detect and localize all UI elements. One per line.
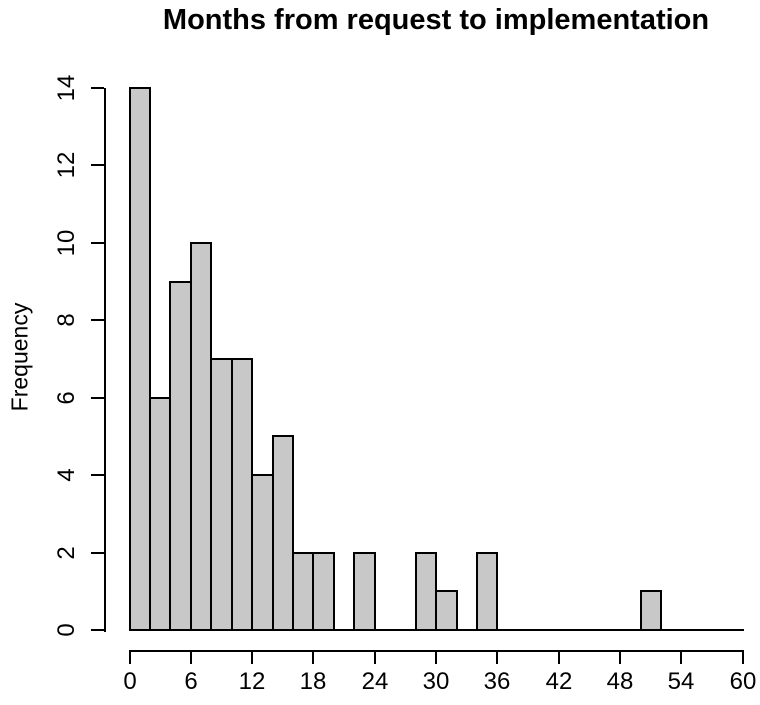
y-tick-label: 0 bbox=[53, 623, 80, 637]
x-tick bbox=[312, 650, 314, 664]
histogram-bar bbox=[292, 552, 314, 631]
y-tick-label: 4 bbox=[53, 468, 80, 482]
y-tick bbox=[91, 397, 104, 399]
histogram-bar bbox=[476, 552, 498, 631]
x-tick bbox=[619, 650, 621, 664]
y-tick bbox=[91, 552, 104, 554]
x-tick-label: 18 bbox=[299, 668, 327, 695]
y-axis-label: Frequency bbox=[6, 302, 33, 412]
x-tick-label: 12 bbox=[238, 668, 266, 695]
y-tick-label: 14 bbox=[53, 74, 80, 102]
y-axis-line bbox=[104, 88, 106, 632]
chart-title: Months from request to implementation bbox=[162, 4, 710, 36]
x-tick bbox=[558, 650, 560, 664]
x-tick bbox=[374, 650, 376, 664]
x-tick bbox=[496, 650, 498, 664]
histogram-bar bbox=[251, 474, 274, 631]
y-tick-label: 2 bbox=[53, 546, 80, 560]
histogram-bar bbox=[149, 397, 171, 631]
histogram-bar bbox=[272, 435, 294, 631]
y-tick bbox=[91, 242, 104, 244]
histogram-bar bbox=[129, 87, 151, 631]
y-tick bbox=[91, 319, 104, 321]
histogram-bar bbox=[415, 552, 437, 631]
x-tick-label: 54 bbox=[667, 668, 695, 695]
x-tick-label: 60 bbox=[729, 668, 757, 695]
histogram-bar bbox=[435, 590, 458, 631]
x-tick bbox=[251, 650, 253, 664]
x-tick-label: 36 bbox=[483, 668, 511, 695]
y-tick-label: 10 bbox=[53, 229, 80, 257]
x-tick-label: 0 bbox=[123, 668, 137, 695]
x-tick-label: 24 bbox=[361, 668, 389, 695]
histogram-bar bbox=[353, 552, 376, 631]
y-tick-label: 8 bbox=[53, 313, 80, 327]
y-tick-label: 12 bbox=[53, 151, 80, 179]
x-tick bbox=[742, 650, 744, 664]
histogram-bar bbox=[169, 281, 192, 631]
x-tick-label: 6 bbox=[184, 668, 198, 695]
histogram-bar bbox=[210, 358, 233, 631]
x-tick bbox=[190, 650, 192, 664]
y-tick bbox=[91, 629, 104, 631]
x-tick bbox=[680, 650, 682, 664]
y-tick-label: 6 bbox=[53, 391, 80, 405]
y-tick bbox=[91, 474, 104, 476]
y-tick bbox=[91, 164, 104, 166]
x-tick bbox=[129, 650, 131, 664]
x-tick-label: 42 bbox=[545, 668, 573, 695]
histogram-bar bbox=[312, 552, 335, 631]
x-tick-label: 48 bbox=[606, 668, 634, 695]
histogram-bar bbox=[190, 242, 212, 631]
histogram-bar bbox=[640, 590, 662, 631]
histogram-bar bbox=[231, 358, 253, 631]
x-tick bbox=[435, 650, 437, 664]
x-tick-label: 30 bbox=[422, 668, 450, 695]
y-tick bbox=[91, 87, 104, 89]
